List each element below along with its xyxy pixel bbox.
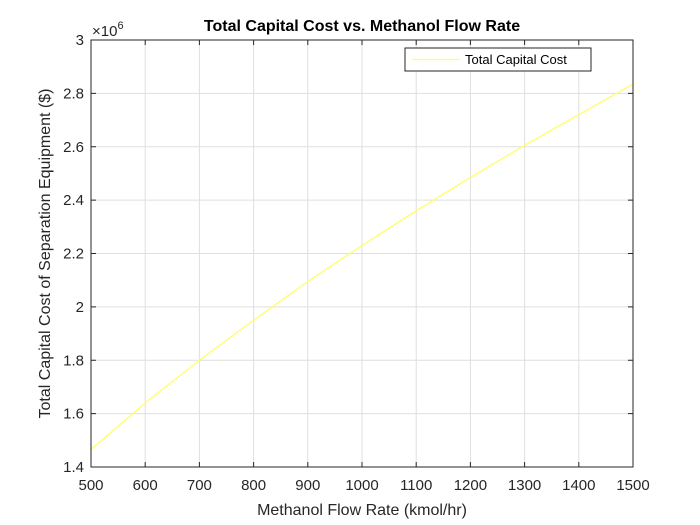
y-axis-exponent-base: ×10 [92, 23, 117, 40]
x-tick-label: 1000 [345, 477, 378, 494]
x-tick-label: 800 [241, 477, 266, 494]
y-tick-label: 2.2 [63, 246, 84, 263]
x-tick-label: 1500 [616, 477, 649, 494]
series-line [90, 83, 634, 451]
x-tick-label: 1400 [562, 477, 595, 494]
y-axis-label: Total Capital Cost of Separation Equipme… [37, 89, 54, 419]
y-tick-label: 2.6 [63, 139, 84, 156]
x-tick-label: 1300 [508, 477, 541, 494]
x-tick-label: 1200 [454, 477, 487, 494]
legend: Total Capital Cost [404, 47, 592, 72]
x-axis-label: Methanol Flow Rate (kmol/hr) [257, 502, 467, 519]
y-tick-label: 3 [76, 32, 84, 49]
y-tick-label: 2.8 [63, 85, 84, 102]
chart-title: Total Capital Cost vs. Methanol Flow Rat… [204, 18, 520, 35]
y-tick-label: 1.6 [63, 406, 84, 423]
y-tick-label: 2 [76, 299, 84, 316]
x-tick-label: 900 [295, 477, 320, 494]
y-tick-label: 1.4 [63, 459, 84, 476]
y-tick-label: 1.8 [63, 352, 84, 369]
legend-box [404, 47, 592, 72]
axis-ticks: 500 600 700 800 900 1000 1100 1200 1300 1400 1500 1… [63, 32, 650, 494]
x-tick-label: 1100 [400, 477, 432, 494]
legend-label: Total Capital Cost [465, 52, 567, 67]
y-tick-label: 2.4 [63, 192, 84, 209]
x-tick-label: 700 [187, 477, 212, 494]
y-axis-exponent: ×106 [92, 20, 124, 40]
y-axis-exponent-power: 6 [117, 20, 123, 32]
x-tick-label: 500 [78, 477, 103, 494]
x-tick-label: 600 [133, 477, 158, 494]
series-layer [90, 83, 634, 451]
